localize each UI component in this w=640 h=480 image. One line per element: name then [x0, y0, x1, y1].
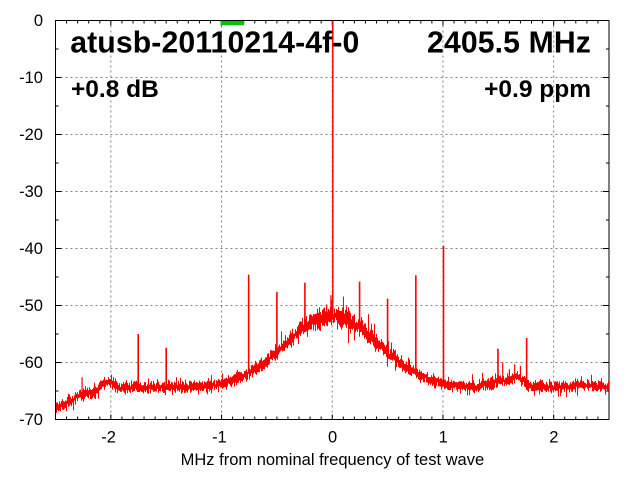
svg-text:-1: -1 — [212, 429, 227, 447]
svg-text:-30: -30 — [19, 183, 43, 201]
svg-text:-2: -2 — [101, 429, 116, 447]
svg-text:atusb-20110214-4f-0: atusb-20110214-4f-0 — [70, 27, 359, 60]
svg-text:-70: -70 — [19, 411, 43, 429]
svg-text:-10: -10 — [19, 69, 43, 87]
svg-text:0: 0 — [34, 12, 43, 30]
svg-text:+0.9 ppm: +0.9 ppm — [484, 76, 591, 103]
svg-text:2: 2 — [549, 429, 558, 447]
svg-text:-40: -40 — [19, 240, 43, 258]
svg-text:2405.5 MHz: 2405.5 MHz — [427, 27, 591, 60]
svg-text:-60: -60 — [19, 354, 43, 372]
svg-text:+0.8 dB: +0.8 dB — [71, 76, 159, 103]
svg-text:-50: -50 — [19, 297, 43, 315]
svg-text:-20: -20 — [19, 126, 43, 144]
svg-text:0: 0 — [328, 429, 337, 447]
svg-text:MHz from nominal frequency of: MHz from nominal frequency of test wave — [181, 451, 485, 469]
svg-text:1: 1 — [439, 429, 448, 447]
